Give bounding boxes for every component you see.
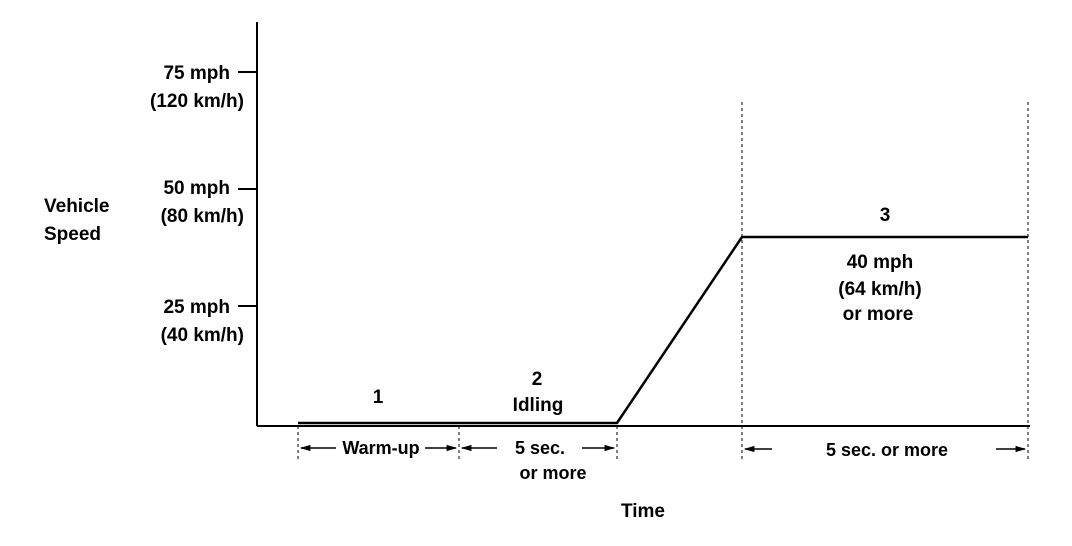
y-tick-label-25-kmh: (40 km/h) bbox=[161, 325, 244, 346]
y-axis-label-line1: Vehicle bbox=[44, 196, 110, 217]
phase-3-speed-line3: or more bbox=[843, 304, 914, 325]
idle-duration-line1: 5 sec. bbox=[515, 438, 565, 458]
cruise-duration-label: 5 sec. or more bbox=[826, 440, 948, 460]
y-tick-label-50-mph: 50 mph bbox=[163, 178, 230, 199]
phase-3-number: 3 bbox=[880, 205, 891, 226]
y-axis-label-line2: Speed bbox=[44, 224, 101, 245]
y-tick-label-75-kmh: (120 km/h) bbox=[150, 91, 244, 112]
phase-2-number: 2 bbox=[532, 369, 543, 390]
phase-1-number: 1 bbox=[373, 387, 384, 408]
phase-2-name: Idling bbox=[513, 395, 564, 416]
y-tick-label-25-mph: 25 mph bbox=[163, 297, 230, 318]
x-axis-label: Time bbox=[621, 501, 665, 522]
idle-duration-line2: or more bbox=[519, 463, 586, 483]
speed-profile-line bbox=[298, 235, 1028, 425]
phase-3-speed-line1: 40 mph bbox=[847, 252, 914, 273]
phase-3-speed-line2: (64 km/h) bbox=[838, 279, 921, 300]
y-tick-label-50-kmh: (80 km/h) bbox=[161, 206, 244, 227]
warmup-label: Warm-up bbox=[342, 438, 419, 458]
y-tick-label-75-mph: 75 mph bbox=[163, 63, 230, 84]
